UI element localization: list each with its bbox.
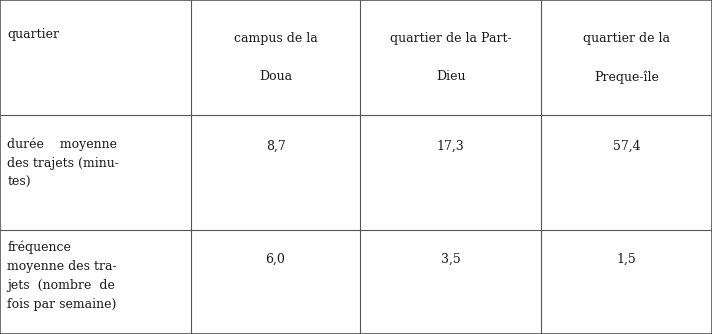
Text: 1,5: 1,5 — [617, 253, 637, 265]
Text: campus de la

Doua: campus de la Doua — [234, 32, 318, 83]
Text: 8,7: 8,7 — [266, 140, 286, 153]
Text: 3,5: 3,5 — [441, 253, 461, 265]
Text: 17,3: 17,3 — [437, 140, 464, 153]
Text: quartier de la

Preque-île: quartier de la Preque-île — [583, 32, 670, 84]
Text: durée    moyenne
des trajets (minu-
tes): durée moyenne des trajets (minu- tes) — [7, 137, 119, 189]
Text: fréquence
moyenne des tra-
jets  (nombre  de
fois par semaine): fréquence moyenne des tra- jets (nombre … — [7, 240, 117, 311]
Text: quartier de la Part-

Dieu: quartier de la Part- Dieu — [390, 32, 511, 83]
Text: quartier: quartier — [7, 28, 59, 41]
Text: 6,0: 6,0 — [266, 253, 286, 265]
Text: 57,4: 57,4 — [613, 140, 640, 153]
